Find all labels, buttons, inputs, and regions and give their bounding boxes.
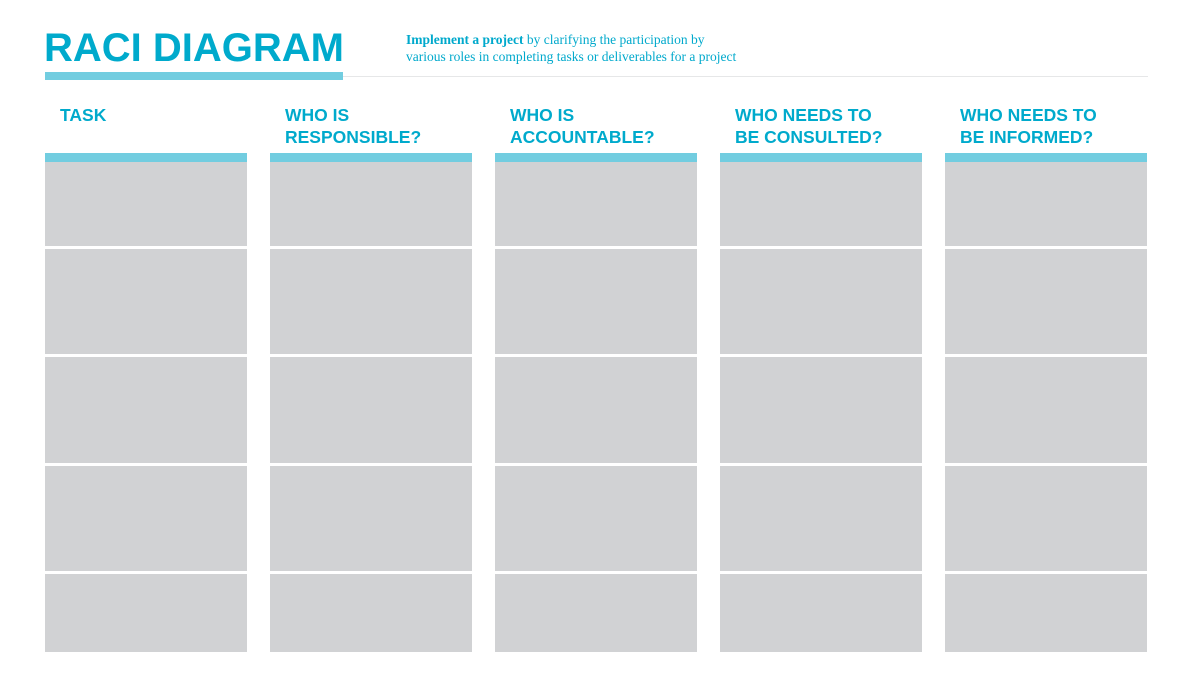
cell-responsible-row-4[interactable] <box>270 466 472 571</box>
page-title: RACI DIAGRAM <box>44 26 344 70</box>
column-accent-bar <box>495 153 697 162</box>
header-line2: RESPONSIBLE? <box>285 127 422 147</box>
title-underline <box>45 72 343 80</box>
column-header-consulted: WHO NEEDS TO BE CONSULTED? <box>735 104 925 148</box>
cell-responsible-row-5[interactable] <box>270 574 472 652</box>
header-line2: ACCOUNTABLE? <box>510 127 655 147</box>
cell-informed-row-2[interactable] <box>945 249 1147 354</box>
column-accent-bar <box>720 153 922 162</box>
cell-consulted-row-4[interactable] <box>720 466 922 571</box>
cell-informed-row-4[interactable] <box>945 466 1147 571</box>
header-line1: WHO NEEDS TO <box>960 105 1097 125</box>
header-line1: WHO NEEDS TO <box>735 105 872 125</box>
cell-consulted-row-1[interactable] <box>720 162 922 246</box>
cell-responsible-row-3[interactable] <box>270 357 472 463</box>
subtitle-line1: by clarifying the participation by <box>523 32 705 47</box>
header-line1: WHO IS <box>510 105 575 125</box>
cell-task-row-4[interactable] <box>45 466 247 571</box>
cell-accountable-row-4[interactable] <box>495 466 697 571</box>
cell-consulted-row-3[interactable] <box>720 357 922 463</box>
cell-task-row-2[interactable] <box>45 249 247 354</box>
cell-accountable-row-5[interactable] <box>495 574 697 652</box>
header-line2: BE CONSULTED? <box>735 127 883 147</box>
header-line1: TASK <box>60 105 107 125</box>
cell-task-row-5[interactable] <box>45 574 247 652</box>
cell-responsible-row-2[interactable] <box>270 249 472 354</box>
column-accent-bar <box>45 153 247 162</box>
cell-consulted-row-2[interactable] <box>720 249 922 354</box>
cell-responsible-row-1[interactable] <box>270 162 472 246</box>
cell-accountable-row-1[interactable] <box>495 162 697 246</box>
cell-informed-row-3[interactable] <box>945 357 1147 463</box>
cell-accountable-row-3[interactable] <box>495 357 697 463</box>
header-divider <box>343 76 1148 77</box>
subtitle-emphasis: Implement a project <box>406 32 524 47</box>
column-accent-bar <box>270 153 472 162</box>
column-header-accountable: WHO IS ACCOUNTABLE? <box>510 104 700 148</box>
column-accent-bar <box>945 153 1147 162</box>
header-line2: BE INFORMED? <box>960 127 1094 147</box>
cell-task-row-1[interactable] <box>45 162 247 246</box>
cell-task-row-3[interactable] <box>45 357 247 463</box>
subtitle: Implement a project by clarifying the pa… <box>406 31 736 65</box>
subtitle-line2: various roles in completing tasks or del… <box>406 49 737 64</box>
cell-informed-row-1[interactable] <box>945 162 1147 246</box>
column-header-task: TASK <box>60 104 250 126</box>
column-header-informed: WHO NEEDS TO BE INFORMED? <box>960 104 1150 148</box>
column-header-responsible: WHO IS RESPONSIBLE? <box>285 104 475 148</box>
cell-accountable-row-2[interactable] <box>495 249 697 354</box>
cell-informed-row-5[interactable] <box>945 574 1147 652</box>
cell-consulted-row-5[interactable] <box>720 574 922 652</box>
header-line1: WHO IS <box>285 105 350 125</box>
